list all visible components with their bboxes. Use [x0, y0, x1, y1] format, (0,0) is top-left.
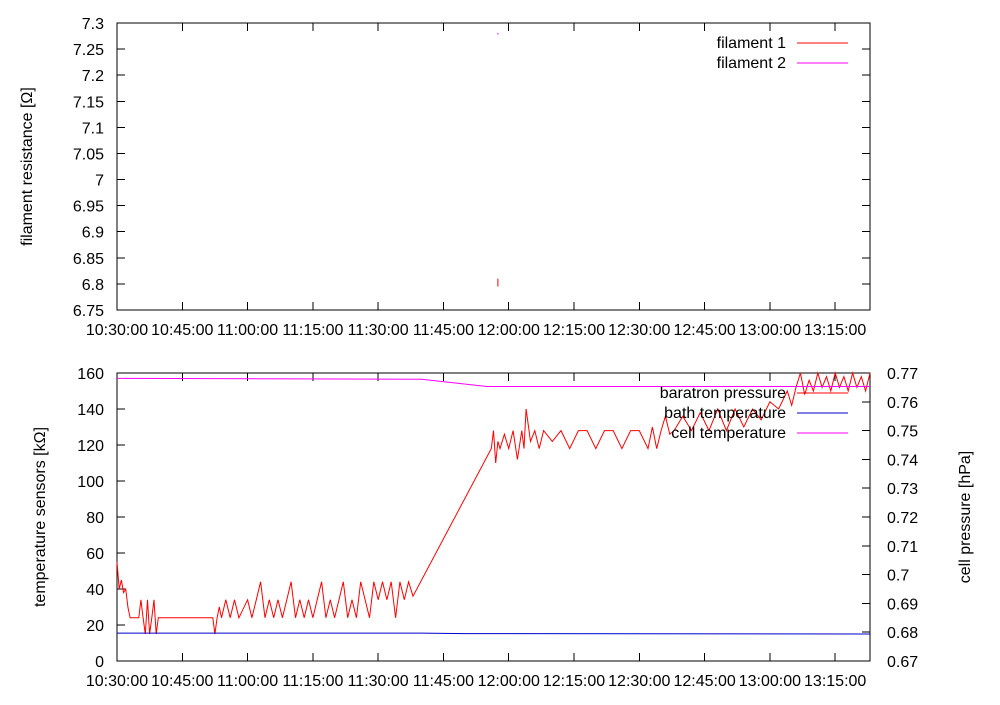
- legend-label: filament 1: [717, 35, 786, 52]
- x-tick-label: 10:30:00: [86, 322, 148, 339]
- x-tick-label: 12:15:00: [543, 673, 605, 690]
- y-tick-label: 80: [86, 510, 104, 527]
- y-tick-label: 6.95: [73, 199, 104, 216]
- y-tick-label: 100: [77, 474, 104, 491]
- y2-tick-label: 0.75: [887, 424, 918, 441]
- y-axis-label: temperature sensors [kΩ]: [32, 427, 49, 607]
- y-tick-label: 140: [77, 402, 104, 419]
- y-tick-label: 7.2: [82, 68, 104, 85]
- y2-tick-label: 0.68: [887, 625, 918, 642]
- y-tick-label: 6.8: [82, 277, 104, 294]
- y-tick-label: 7.25: [73, 42, 104, 59]
- y2-tick-label: 0.74: [887, 452, 918, 469]
- x-tick-label: 10:45:00: [151, 322, 213, 339]
- legend-label: cell temperature: [671, 425, 786, 442]
- x-tick-label: 13:00:00: [739, 673, 801, 690]
- x-tick-label: 12:45:00: [673, 673, 735, 690]
- x-tick-label: 12:45:00: [673, 322, 735, 339]
- x-tick-label: 12:30:00: [608, 322, 670, 339]
- series-line-cell-temperature: [116, 377, 870, 387]
- x-tick-label: 10:45:00: [151, 673, 213, 690]
- y-axis-label: filament resistance [Ω]: [19, 87, 36, 246]
- series-line-baratron-pressure: [116, 371, 871, 635]
- y-tick-label: 7.05: [73, 146, 104, 163]
- y2-tick-label: 0.72: [887, 510, 918, 527]
- y-tick-label: 0: [95, 654, 104, 671]
- y2-tick-label: 0.71: [887, 539, 918, 556]
- plot-frame: [116, 22, 871, 311]
- x-tick-label: 12:30:00: [608, 673, 670, 690]
- x-tick-label: 10:30:00: [86, 673, 148, 690]
- y-tick-label: 20: [86, 618, 104, 635]
- x-tick-label: 11:30:00: [348, 322, 409, 339]
- y-tick-label: 60: [86, 546, 104, 563]
- legend-label: bath temperature: [664, 405, 786, 422]
- y2-tick-label: 0.7: [887, 568, 909, 585]
- y-tick-label: 7.3: [82, 16, 104, 33]
- x-tick-label: 11:15:00: [282, 322, 343, 339]
- y-tick-label: 6.9: [82, 225, 104, 242]
- x-tick-label: 11:15:00: [282, 673, 343, 690]
- x-tick-label: 11:45:00: [413, 322, 474, 339]
- y2-tick-label: 0.67: [887, 654, 918, 671]
- x-tick-label: 13:15:00: [804, 673, 866, 690]
- y-tick-label: 6.75: [73, 303, 104, 320]
- y-tick-label: 7: [95, 173, 104, 190]
- y-tick-label: 7.1: [82, 120, 104, 137]
- y2-tick-label: 0.73: [887, 481, 918, 498]
- y-tick-label: 160: [77, 366, 104, 383]
- legend-label: baratron pressure: [660, 385, 786, 402]
- x-tick-label: 11:00:00: [217, 673, 278, 690]
- x-tick-label: 12:00:00: [478, 673, 540, 690]
- x-tick-label: 11:45:00: [413, 673, 474, 690]
- x-tick-label: 11:30:00: [348, 673, 409, 690]
- filament-resistance-panel: 6.75 6.8 6.85 6.9 6.95 7 7.05 7.1 7.15 7.2 7.25 7.3…: [19, 16, 871, 339]
- y-tick-label: 120: [77, 438, 104, 455]
- x-tick-label: 12:15:00: [543, 322, 605, 339]
- y2-tick-label: 0.69: [887, 596, 918, 613]
- x-tick-label: 13:00:00: [739, 322, 801, 339]
- y-tick-label: 6.85: [73, 251, 104, 268]
- y2-axis-label: cell pressure [hPa]: [957, 451, 974, 584]
- y2-tick-label: 0.76: [887, 395, 918, 412]
- temperature-pressure-panel: 0 20 40 60 80 100 120 140 160 0.67 0.68 0.69 0.7 0.71…: [32, 366, 974, 690]
- y-tick-label: 7.15: [73, 94, 104, 111]
- x-tick-label: 12:00:00: [478, 322, 540, 339]
- y2-tick-label: 0.77: [887, 366, 918, 383]
- x-tick-label: 11:00:00: [217, 322, 278, 339]
- series-line-bath-temperature: [117, 632, 871, 635]
- legend-label: filament 2: [717, 55, 786, 72]
- x-tick-label: 13:15:00: [804, 322, 866, 339]
- y-tick-label: 40: [86, 582, 104, 599]
